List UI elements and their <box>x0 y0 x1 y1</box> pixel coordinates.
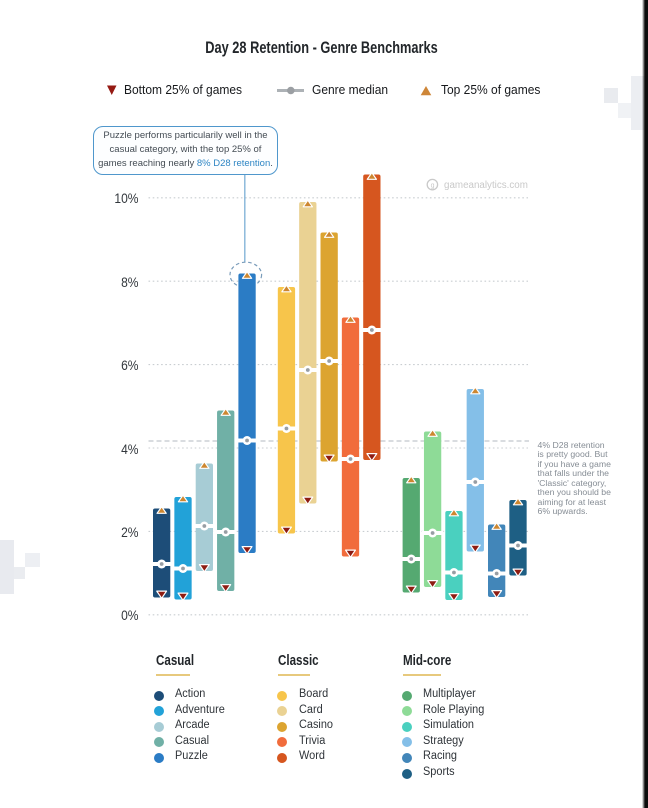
svg-text:g: g <box>431 182 435 189</box>
